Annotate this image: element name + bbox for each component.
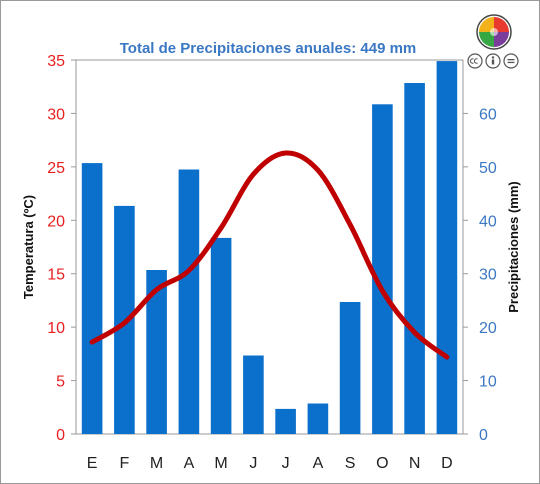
right-tick-label: 0 [479,427,488,444]
temperature-line [89,150,450,360]
left-tick-label: 5 [56,374,65,391]
chart-title: Total de Precipitaciones anuales: 449 mm [120,40,417,57]
x-tick-label: S [345,455,356,472]
left-tick-label: 0 [56,427,65,444]
puzzle-logo-icon [476,14,512,50]
precip-bar-8 [307,403,329,434]
creative-commons-icon [467,53,519,69]
x-tick-label: A [313,455,324,472]
x-tick-label: A [184,455,195,472]
left-tick-label: 30 [47,106,65,123]
precipitation-bars [81,61,458,435]
plot-area [75,59,464,435]
precip-bar-7 [275,408,296,434]
right-axis-title: Precipitaciones (mm) [506,181,521,313]
right-tick-label: 60 [479,106,497,123]
precip-bar-9 [339,302,361,434]
x-tick-label: M [150,455,163,472]
x-tick-label: N [409,455,421,472]
right-tick-label: 10 [479,374,497,391]
x-tick-label: E [87,455,98,472]
left-tick-label: 20 [47,213,65,230]
precip-bar-6 [243,355,264,434]
x-tick-label: O [376,455,388,472]
left-tick-label: 15 [47,267,65,284]
precip-bar-10 [372,104,393,435]
left-tick-label: 25 [47,160,65,177]
right-tick-label: 30 [479,267,497,284]
precip-bar-5 [210,237,232,434]
precip-bar-12 [436,61,458,434]
x-tick-label: J [282,455,290,472]
x-tick-label: D [441,455,453,472]
x-tick-label: F [120,455,130,472]
left-tick-label: 35 [47,53,65,70]
left-axis-ticks: 0 5 10 15 20 25 30 35 [47,53,76,444]
right-tick-label: 20 [479,320,497,337]
right-tick-label: 50 [479,160,497,177]
precip-bar-3 [146,270,167,434]
left-axis-title: Temperatura (ºC) [21,195,36,299]
right-tick-label: 40 [479,213,497,230]
x-tick-label: M [214,455,227,472]
x-tick-label: J [249,455,257,472]
right-axis-ticks: 0 10 20 30 40 50 60 [463,106,497,444]
precip-bar-1 [81,163,103,434]
precip-bar-4 [178,169,200,434]
left-tick-label: 10 [47,320,65,337]
precip-bar-11 [404,83,425,434]
